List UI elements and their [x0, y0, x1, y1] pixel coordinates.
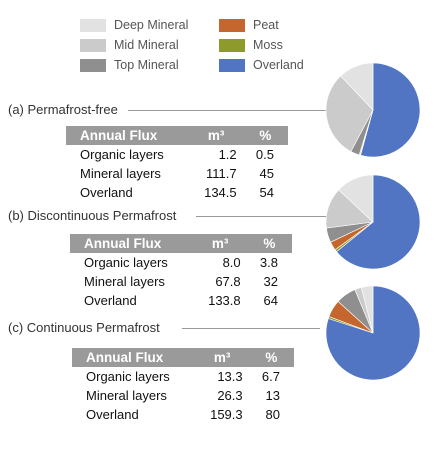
legend-item: Peat [219, 18, 279, 32]
legend-label: Moss [253, 38, 283, 52]
legend-item: Overland [219, 58, 304, 72]
table-header-row: Annual Flux m³ % [72, 348, 294, 367]
legend-item: Deep Mineral [80, 18, 188, 32]
row-volume: 1.2 [218, 147, 237, 162]
row-percent: 32 [263, 274, 278, 289]
header-volume: m³ [189, 126, 243, 145]
section-label: (b) Discontinuous Permafrost [8, 208, 177, 223]
row-volume: 159.3 [210, 407, 243, 422]
pie-slice-deep-mineral [340, 62, 374, 111]
row-label: Mineral layers [80, 166, 161, 181]
row-label: Organic layers [84, 255, 168, 270]
pie-slice-overland [336, 174, 421, 270]
row-volume: 134.5 [204, 185, 237, 200]
legend-item: Moss [219, 38, 283, 52]
section-rule [182, 328, 320, 329]
table-row: Overland 159.3 80 [72, 405, 294, 424]
legend-swatch [80, 38, 106, 52]
legend-item: Mid Mineral [80, 38, 179, 52]
legend-swatch [219, 38, 245, 52]
table-row: Organic layers 1.2 0.5 [66, 145, 288, 164]
legend-swatch [80, 18, 106, 32]
header-volume: m³ [193, 234, 247, 253]
legend-swatch [219, 18, 245, 32]
section-label: (a) Permafrost-free [8, 102, 118, 117]
row-percent: 54 [259, 185, 274, 200]
legend-label: Overland [253, 58, 304, 72]
pie-slice-mid-mineral [325, 75, 374, 152]
legend-label: Deep Mineral [114, 18, 189, 32]
row-label: Overland [86, 407, 139, 422]
pie-slice-deep-mineral [360, 285, 374, 334]
row-percent: 3.8 [259, 255, 278, 270]
section-rule [196, 216, 328, 217]
header-annual-flux: Annual Flux [72, 348, 196, 367]
row-label: Mineral layers [84, 274, 165, 289]
header-annual-flux: Annual Flux [70, 234, 194, 253]
row-volume: 67.8 [215, 274, 241, 289]
row-percent: 45 [259, 166, 274, 181]
legend-swatch [219, 58, 245, 72]
table-row: Mineral layers 26.3 13 [72, 386, 294, 405]
row-percent: 64 [263, 293, 278, 308]
legend-swatch [80, 58, 106, 72]
row-label: Organic layers [86, 369, 170, 384]
row-percent: 6.7 [261, 369, 280, 384]
pie-slice-deep-mineral [338, 174, 374, 223]
legend-item: Top Mineral [80, 58, 179, 72]
header-percent: % [248, 348, 294, 367]
row-volume: 26.3 [217, 388, 243, 403]
section-rule [128, 110, 334, 111]
legend: Deep Mineral Mid Mineral Top Mineral Pea… [0, 0, 440, 90]
row-percent: 80 [265, 407, 280, 422]
row-label: Overland [80, 185, 133, 200]
row-volume: 8.0 [222, 255, 241, 270]
table-row: Mineral layers 111.7 45 [66, 164, 288, 183]
table-header-row: Annual Flux m³ % [70, 234, 292, 253]
row-volume: 133.8 [208, 293, 241, 308]
table-header-row: Annual Flux m³ % [66, 126, 288, 145]
row-volume: 111.7 [206, 166, 237, 181]
row-volume: 13.3 [217, 369, 243, 384]
header-volume: m³ [195, 348, 249, 367]
legend-label: Peat [253, 18, 279, 32]
table-row: Organic layers 8.0 3.8 [70, 253, 292, 272]
legend-label: Top Mineral [114, 58, 179, 72]
header-percent: % [246, 234, 292, 253]
table-row: Overland 134.5 54 [66, 183, 288, 202]
section-label: (c) Continuous Permafrost [8, 320, 160, 335]
row-percent: 0.5 [255, 147, 274, 162]
pie-slice-overland [360, 62, 421, 158]
row-percent: 13 [265, 388, 280, 403]
legend-label: Mid Mineral [114, 38, 179, 52]
header-annual-flux: Annual Flux [66, 126, 190, 145]
row-label: Mineral layers [86, 388, 167, 403]
flux-table: Annual Flux m³ % Organic layers 1.2 0.5 … [66, 126, 288, 202]
row-label: Overland [84, 293, 137, 308]
table-row: Organic layers 13.3 6.7 [72, 367, 294, 386]
flux-table: Annual Flux m³ % Organic layers 13.3 6.7… [72, 348, 294, 424]
table-row: Mineral layers 67.8 32 [70, 272, 292, 291]
header-percent: % [242, 126, 288, 145]
row-label: Organic layers [80, 147, 164, 162]
flux-table: Annual Flux m³ % Organic layers 8.0 3.8 … [70, 234, 292, 310]
table-row: Overland 133.8 64 [70, 291, 292, 310]
